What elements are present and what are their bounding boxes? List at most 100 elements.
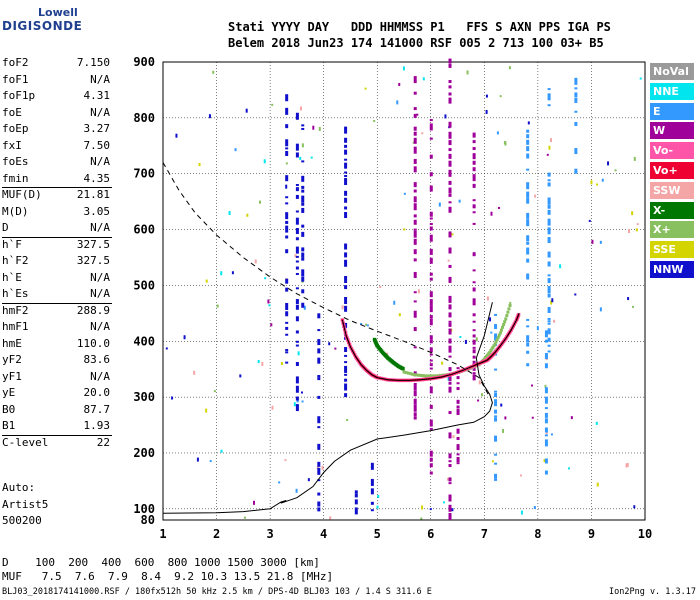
- w_stripes-segment: [448, 374, 452, 381]
- w_stripes-segment: [448, 264, 452, 268]
- y-tick-label: 500: [133, 278, 155, 292]
- x-tick-label: 7: [481, 527, 488, 541]
- noise-point: [299, 106, 302, 111]
- w_stripes-segment: [472, 160, 476, 165]
- e_stripes-segment: [526, 212, 530, 219]
- x_plus-point: [402, 370, 406, 374]
- noise-point: [543, 459, 546, 463]
- w_stripes-segment: [429, 386, 433, 394]
- nnw_stripes-segment: [301, 269, 305, 277]
- nnw_stripes-segment: [285, 333, 289, 336]
- noise-point: [228, 211, 231, 216]
- noise-point: [489, 317, 492, 322]
- w_stripes-segment: [429, 339, 433, 344]
- w_stripes-segment: [429, 272, 433, 276]
- noise-point: [252, 500, 255, 505]
- o_trace-curve: [341, 313, 520, 381]
- nnw_stripes-segment: [344, 305, 348, 312]
- noise-point: [165, 347, 168, 350]
- nnw_stripes-segment: [344, 378, 348, 382]
- w_stripes-segment: [472, 211, 476, 214]
- param-separator: [2, 187, 112, 188]
- param-row: hmF2 288.9: [2, 304, 110, 321]
- noise-point: [527, 121, 530, 125]
- noise-point: [625, 463, 628, 468]
- noise-point: [294, 254, 297, 258]
- w_stripes-segment: [429, 154, 433, 159]
- w_stripes-segment: [448, 201, 452, 204]
- e_stripes-segment: [494, 415, 498, 418]
- param-separator: [2, 236, 112, 238]
- noise-point: [205, 408, 208, 413]
- param-value: 20.0: [83, 386, 111, 399]
- noise-point: [263, 159, 266, 164]
- nnw_stripes-segment: [301, 127, 305, 130]
- e_stripes-segment: [544, 396, 548, 404]
- e_stripes-segment: [526, 168, 530, 171]
- w_stripes-segment: [429, 315, 433, 319]
- nnw_stripes-segment: [344, 158, 348, 161]
- e_stripes-segment: [544, 353, 548, 360]
- param-value: N/A: [90, 287, 110, 300]
- w_stripes-segment: [472, 222, 476, 225]
- e_stripes-segment: [547, 328, 551, 335]
- e_stripes-segment: [547, 317, 551, 320]
- w_stripes-segment: [429, 427, 433, 430]
- noise-point: [213, 390, 216, 393]
- noise-point: [591, 239, 594, 244]
- param-label: fmin: [2, 171, 29, 185]
- nnw_stripes-segment: [285, 235, 289, 239]
- noise-point: [398, 313, 401, 317]
- y-tick-label: 80: [141, 513, 155, 527]
- noise-point: [486, 296, 489, 301]
- noise-point: [307, 478, 310, 482]
- param-row: D N/A: [2, 221, 110, 238]
- noise-point: [377, 494, 380, 498]
- w_stripes-segment: [413, 76, 417, 84]
- noise-point: [398, 82, 401, 86]
- param-label: B0: [2, 402, 16, 416]
- noise-point: [198, 163, 201, 167]
- noise-point: [498, 206, 501, 209]
- noise-point: [533, 506, 536, 510]
- nnw_stripes-segment: [295, 273, 299, 276]
- noise-point: [231, 271, 234, 275]
- header-labels: Stati YYYY DAY DDD HHMMSS P1 FFS S AXN P…: [228, 20, 611, 34]
- noise-point: [596, 482, 599, 487]
- e_stripes-segment: [544, 330, 548, 338]
- noise-point: [447, 259, 450, 262]
- e_stripes-segment: [547, 237, 551, 244]
- noise-point: [596, 183, 599, 186]
- param-value: N/A: [90, 72, 110, 86]
- y-tick-label: 800: [133, 111, 155, 125]
- e_stripes-segment: [547, 209, 551, 215]
- param-value: 327.5: [76, 254, 110, 267]
- noise-point: [631, 211, 634, 216]
- w_stripes-segment: [413, 113, 417, 118]
- w_stripes-segment: [413, 249, 417, 255]
- x_plus-point: [408, 372, 412, 376]
- nnw_stripes-segment: [295, 287, 299, 290]
- e_stripes-segment: [547, 179, 551, 182]
- nnw_stripes-segment: [317, 357, 321, 364]
- noise-point: [534, 194, 537, 198]
- w_stripes-segment: [413, 346, 417, 349]
- w_stripes-segment: [472, 281, 476, 284]
- nnw_stripes-segment: [295, 255, 299, 258]
- e_stripes-segment: [526, 258, 530, 263]
- noise-point: [312, 125, 315, 130]
- e_stripes-segment: [526, 335, 530, 343]
- nnw_stripes-segment: [295, 330, 299, 334]
- w_stripes-segment: [448, 355, 452, 358]
- legend-item-w: W: [650, 122, 694, 140]
- param-value: N/A: [90, 270, 110, 284]
- e_stripes-segment: [494, 333, 498, 341]
- param-separator: [2, 434, 112, 436]
- w_stripes-segment: [448, 276, 452, 283]
- param-row: foEp 3.27: [2, 122, 110, 139]
- noise-point: [196, 457, 199, 462]
- w_stripes-segment: [456, 405, 460, 409]
- w_stripes-segment: [413, 238, 417, 245]
- x-tick-label: 6: [427, 527, 434, 541]
- e_stripes-segment: [574, 77, 578, 85]
